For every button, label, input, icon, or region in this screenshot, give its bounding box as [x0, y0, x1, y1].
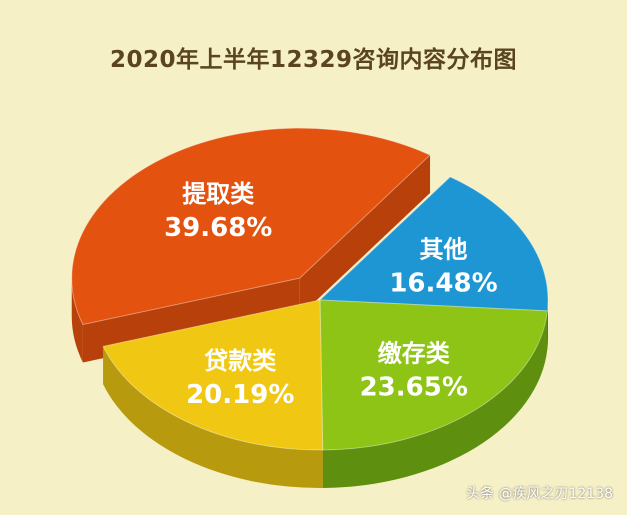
pie-slice-提取类 — [71, 127, 431, 326]
slice-value-缴存类: 23.65% — [360, 373, 468, 403]
pie-slice-wall-贷款类 — [103, 346, 323, 488]
slice-label-其他: 其他 — [419, 235, 467, 263]
pie-slice-wall-缴存类 — [322, 310, 548, 488]
slice-value-贷款类: 20.19% — [186, 380, 294, 410]
pie-labels: 提取类 39.68% 其他 16.48% 缴存类 23.65% 贷款类 20.19% — [164, 180, 498, 410]
pie-slice-其他 — [318, 176, 549, 312]
slice-value-提取类: 39.68% — [164, 213, 272, 243]
slice-label-提取类: 提取类 — [182, 180, 255, 208]
pie-slice-wall-提取类 — [71, 278, 83, 363]
pie-slice-wall-其他 — [547, 300, 548, 349]
pie-slice-贷款类 — [102, 299, 324, 451]
slice-label-贷款类: 贷款类 — [204, 347, 277, 375]
watermark: 头条 @疾风之刃12138 — [466, 486, 613, 502]
pie-slice-edge-提取类-end — [299, 155, 431, 317]
chart-title: 2020年上半年12329咨询内容分布图 — [109, 47, 518, 73]
pie-tops — [71, 127, 549, 451]
slice-label-缴存类: 缴存类 — [378, 340, 451, 368]
pie-slice-缴存类 — [319, 299, 548, 451]
slice-value-其他: 16.48% — [389, 268, 497, 298]
